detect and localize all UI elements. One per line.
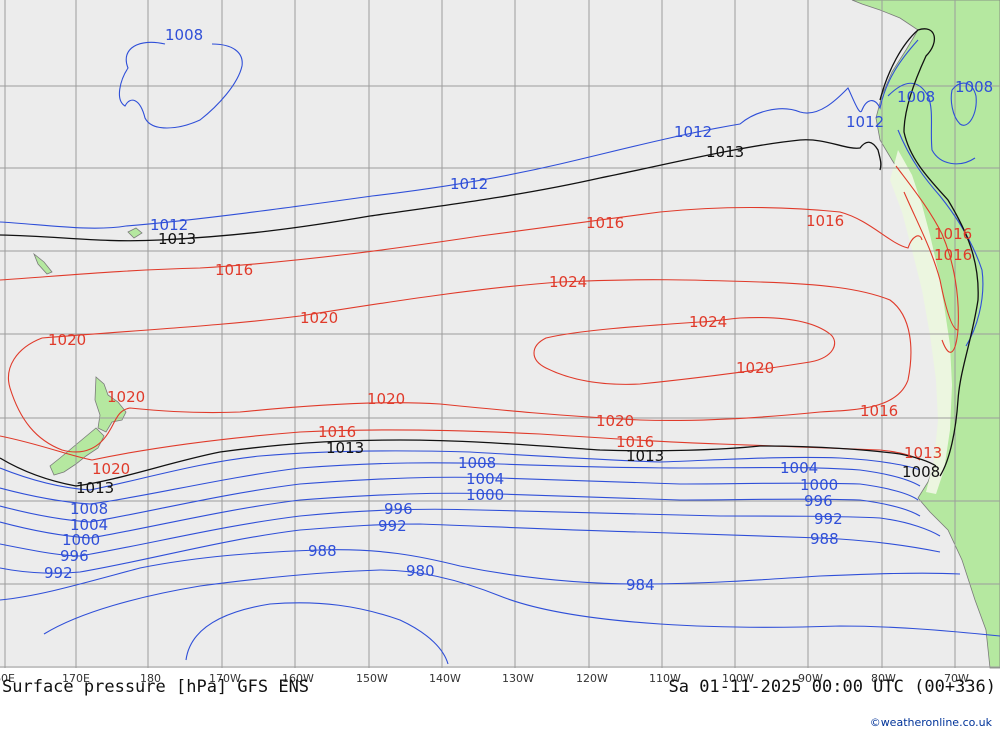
isobar-label: 1013: [158, 230, 196, 248]
tick-label: 60E: [0, 672, 15, 685]
isobar-label: 1016: [860, 402, 898, 420]
isobar-label: 1013: [626, 447, 664, 465]
isobar-label: 1012: [674, 123, 712, 141]
isobar-1008-andes-a: [887, 82, 976, 165]
isobar-1013-andes: [879, 28, 979, 477]
isobar-label: 1016: [934, 246, 972, 264]
isobar-label: 1024: [549, 273, 587, 291]
isobar-label: 1000: [800, 476, 838, 494]
isobar-1012-south: [0, 450, 921, 491]
tick-label: 90W: [798, 672, 823, 685]
isobar-label: 1004: [70, 516, 108, 534]
andes-pale-band: [890, 150, 952, 494]
isobar-1004: [0, 476, 919, 523]
tick-label: 170E: [62, 672, 90, 685]
new-caledonia-island: [33, 252, 53, 275]
fiji-island: [127, 227, 143, 239]
isobar-label: 1016: [616, 433, 654, 451]
isobar-label: 1012: [150, 216, 188, 234]
isobar-label: 1020: [107, 388, 145, 406]
tick-label: 110W: [649, 672, 681, 685]
isobar-1020-north: [8, 279, 912, 453]
tick-label: 80W: [871, 672, 896, 685]
isobar-label: 1020: [736, 359, 774, 377]
isobar-label: 1000: [62, 531, 100, 549]
isobar-label: 1013: [706, 143, 744, 161]
isobar-label: 1016: [934, 225, 972, 243]
credit-link[interactable]: ©weatheronline.co.uk: [869, 716, 992, 729]
tick-label: 180: [140, 672, 161, 685]
isobar-988: [0, 549, 961, 601]
isobar-1020-andes: [903, 191, 959, 331]
isobar-label: 1020: [300, 309, 338, 327]
isobar-label: 1016: [215, 261, 253, 279]
isobar-1000: [0, 492, 921, 539]
isobar-label: 1016: [806, 212, 844, 230]
isobar-label: 1008: [458, 454, 496, 472]
isobar-label: 1013: [76, 479, 114, 497]
isobar-1016-andes: [895, 165, 959, 353]
map-title: Surface pressure [hPa] GFS ENS: [2, 677, 310, 697]
tick-label: 130W: [502, 672, 534, 685]
isobar-label: 1004: [780, 459, 818, 477]
map-datetime: Sa 01-11-2025 00:00 UTC (00+336): [668, 677, 996, 697]
isobar-1016-north: [0, 206, 923, 281]
isobar-label: 1000: [466, 486, 504, 504]
isobar-label: 996: [60, 547, 89, 565]
isobar-1024: [533, 317, 836, 385]
tick-label: 170W: [209, 672, 241, 685]
isobar-label: 1016: [586, 214, 624, 232]
isobar-1008-andes-b: [950, 82, 977, 126]
isobar-label: 1013: [904, 444, 942, 462]
isobar-label: 992: [44, 564, 73, 582]
isobar-label: 1020: [596, 412, 634, 430]
tick-label: 70W: [944, 672, 969, 685]
isobar-label: 1020: [92, 460, 130, 478]
isobar-lines: [0, 28, 1000, 665]
isobar-1008-fiji-loop: [118, 41, 243, 129]
isobar-label: 1004: [466, 470, 504, 488]
tick-label: 150W: [356, 672, 388, 685]
isobar-980: [185, 602, 449, 665]
graticule: [0, 0, 1000, 668]
isobar-996: [0, 508, 941, 557]
isobar-992: [0, 523, 941, 574]
longitude-ticks: 60E 170E 180 170W 160W 150W 140W 130W 12…: [0, 672, 969, 685]
isobar-label: 1020: [367, 390, 405, 408]
isobar-label: 1024: [689, 313, 727, 331]
isobar-label: 1016: [318, 423, 356, 441]
isobar-label: 1008: [902, 463, 940, 481]
isobar-label: 992: [814, 510, 843, 528]
isobar-1013-south: [0, 439, 937, 487]
isobar-label: 1008: [165, 26, 203, 44]
isobar-1008-south: [0, 462, 921, 505]
isobar-label: 1012: [450, 175, 488, 193]
tick-label: 120W: [576, 672, 608, 685]
isobar-1013-north: [0, 139, 882, 242]
isobar-label: 1008: [955, 78, 993, 96]
isobar-labels: 1008 1008 1008 1012 1012 1012 1012 1013 …: [44, 26, 993, 594]
isobar-label: 992: [378, 517, 407, 535]
isobar-label: 988: [810, 530, 839, 548]
isobar-label: 988: [308, 542, 337, 560]
isobar-1012-north: [0, 39, 919, 229]
isobar-label: 996: [804, 492, 833, 510]
isobar-label: 1008: [70, 500, 108, 518]
tick-label: 100W: [722, 672, 754, 685]
isobar-label: 1020: [48, 331, 86, 349]
isobar-label: 980: [406, 562, 435, 580]
tick-label: 160W: [282, 672, 314, 685]
isobar-label: 1013: [326, 439, 364, 457]
tick-label: 140W: [429, 672, 461, 685]
isobar-label: 984: [626, 576, 655, 594]
isobar-label: 1012: [846, 113, 884, 131]
isobar-984: [43, 569, 1000, 637]
isobar-label: 1008: [897, 88, 935, 106]
isobar-label: 996: [384, 500, 413, 518]
